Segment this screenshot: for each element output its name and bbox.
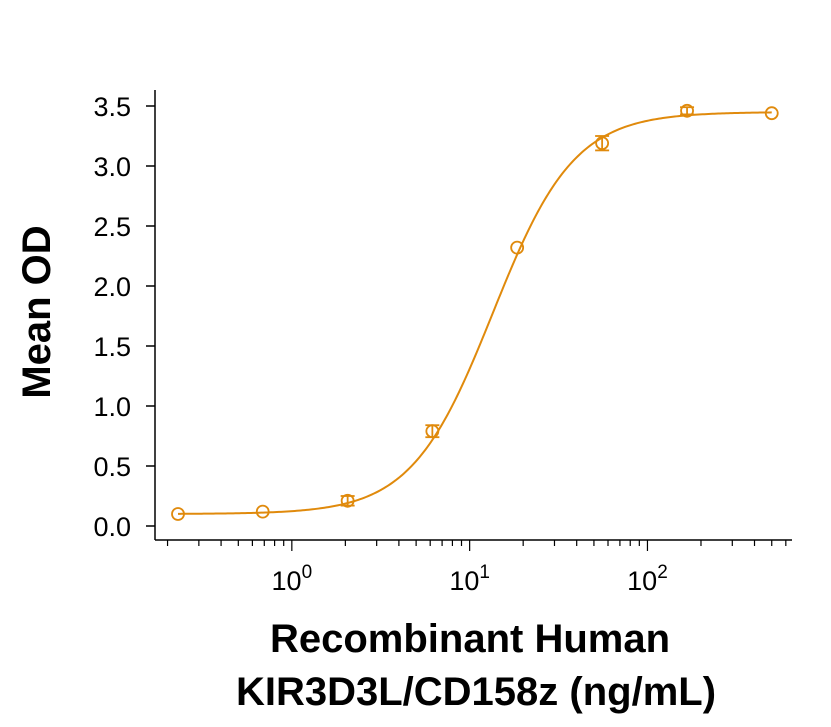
x-tick-label: 100: [272, 562, 313, 596]
point-marker: [764, 106, 779, 121]
data-point: [764, 106, 779, 121]
y-tick-label: 2.0: [93, 272, 131, 302]
data-point: [595, 135, 610, 152]
fit-curve: [178, 111, 772, 515]
y-tick-label: 0.5: [93, 452, 131, 482]
y-tick-label: 3.5: [93, 92, 131, 122]
y-tick-label: 3.0: [93, 152, 131, 182]
data-point: [425, 424, 440, 439]
data-point: [255, 504, 270, 519]
data-point: [680, 103, 695, 118]
x-axis-ticks: 100 101 102: [166, 540, 787, 596]
point-marker: [171, 507, 185, 521]
axes: [154, 90, 792, 541]
y-tick-label: 1.5: [93, 332, 131, 362]
point-marker: [255, 504, 270, 519]
data-points: [171, 103, 779, 521]
point-marker: [510, 240, 525, 255]
y-tick-label: 0.0: [93, 512, 131, 542]
y-axis-ticks: 0.0 0.5 1.0 1.5 2.0 2.5 3.0 3.5: [93, 92, 155, 542]
data-point: [171, 507, 185, 521]
point-marker: [425, 424, 440, 439]
point-marker: [340, 493, 355, 508]
point-marker: [595, 136, 610, 151]
x-axis-title-line-1: Recombinant Human: [270, 617, 670, 661]
data-point: [340, 493, 355, 508]
y-tick-label: 2.5: [93, 212, 131, 242]
x-tick-label: 101: [449, 562, 490, 596]
data-point: [510, 240, 525, 255]
x-tick-label: 102: [627, 562, 668, 596]
y-tick-label: 1.0: [93, 392, 131, 422]
y-axis-title: Mean OD: [15, 225, 59, 398]
x-axis-title-line-2: KIR3D3L/CD158z (ng/mL): [236, 670, 716, 714]
point-marker: [680, 103, 694, 118]
